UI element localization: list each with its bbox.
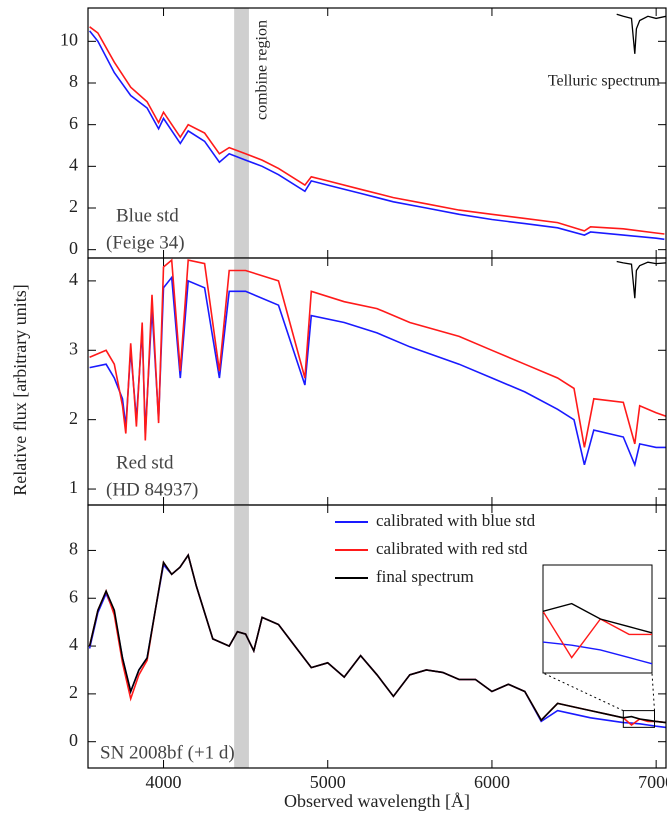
- telluric-line: [616, 13, 666, 54]
- x-tick-label: 6000: [474, 772, 510, 792]
- y-tick-label: 10: [60, 29, 78, 49]
- y-tick-label: 8: [69, 539, 78, 559]
- combine-region: [234, 505, 249, 768]
- inset-line: [543, 610, 652, 659]
- panel-label: (Feige 34): [106, 232, 185, 253]
- inset-frame: [542, 564, 653, 674]
- y-tick-label: 4: [69, 269, 78, 289]
- spectrum-line: [89, 275, 666, 468]
- y-tick-label: 6: [69, 113, 78, 133]
- y-tick-label: 2: [69, 408, 78, 428]
- x-axis-label: Observed wavelength [Å]: [284, 791, 470, 811]
- y-tick-label: 6: [69, 586, 78, 606]
- y-tick-label: 8: [69, 71, 78, 91]
- y-axis-label: Relative flux [arbitrary units]: [10, 284, 30, 495]
- y-tick-label: 1: [69, 477, 78, 497]
- y-tick-label: 0: [69, 238, 78, 258]
- combine-region: [234, 8, 249, 258]
- panel-label: SN 2008bf (+1 d): [100, 742, 235, 763]
- panel-label: Blue std: [116, 205, 179, 226]
- x-tick-label: 5000: [310, 772, 346, 792]
- x-tick-label: 4000: [146, 772, 182, 792]
- spectrum-line: [89, 258, 666, 448]
- combine-region: [234, 258, 249, 505]
- legend-label: calibrated with red std: [376, 539, 528, 558]
- y-tick-label: 0: [69, 730, 78, 750]
- telluric-line: [616, 260, 666, 299]
- zoom-connector: [651, 672, 656, 711]
- x-tick-label: 7000: [638, 772, 667, 792]
- y-tick-label: 2: [69, 196, 78, 216]
- y-tick-label: 4: [69, 154, 78, 174]
- panel-frame: [87, 504, 667, 769]
- spectrum-line: [88, 30, 665, 241]
- y-tick-label: 3: [69, 338, 78, 358]
- spectrum-line: [89, 26, 665, 235]
- y-tick-label: 2: [69, 682, 78, 702]
- telluric-label: Telluric spectrum: [548, 73, 661, 90]
- panel-label: Red std: [116, 452, 174, 473]
- legend-label: final spectrum: [376, 567, 474, 586]
- combine-region-label: combine region: [254, 20, 271, 120]
- zoom-box: [622, 710, 656, 728]
- panel-label: (HD 84937): [106, 479, 198, 500]
- spectrum-line: [88, 553, 666, 724]
- y-tick-label: 4: [69, 634, 78, 654]
- legend-label: calibrated with blue std: [376, 511, 536, 530]
